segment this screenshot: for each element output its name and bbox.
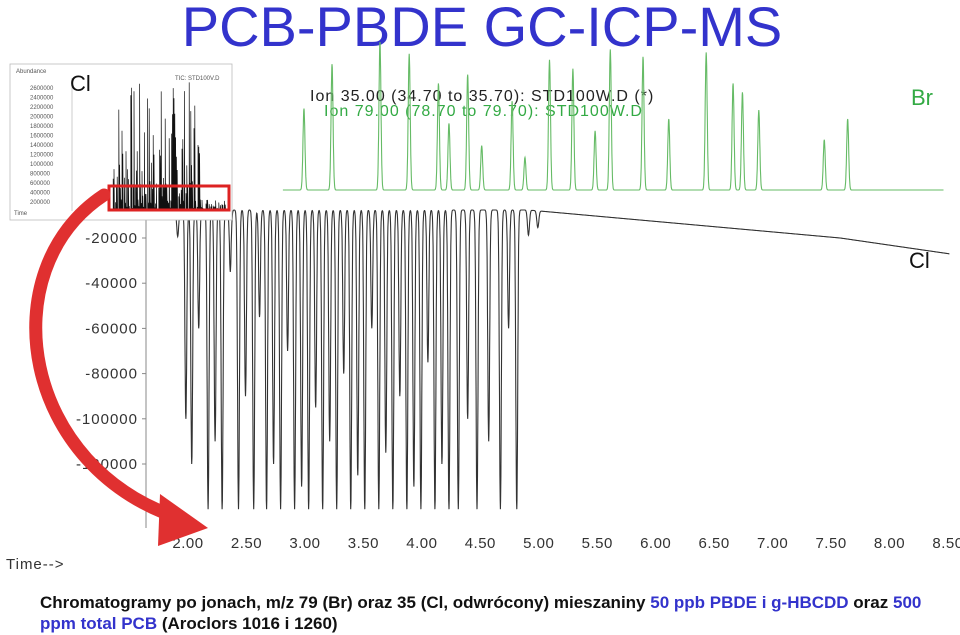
y-axis-ticks: -20000-40000-60000-80000-100000-120000 [76, 230, 146, 473]
caption-text-3: (Aroclors 1016 i 1260) [157, 614, 338, 633]
red-arrow-head [158, 494, 208, 546]
x-tick-label: 4.50 [465, 535, 496, 552]
x-tick-label: 6.50 [699, 535, 730, 552]
x-tick-label: 4.00 [406, 535, 437, 552]
inset-y-tick-label: 2200000 [30, 105, 54, 111]
br-trace-series [282, 41, 944, 191]
figure-caption: Chromatogramy po jonach, m/z 79 (Br) ora… [40, 592, 940, 634]
inset-tic-chart: Abundance TIC: STD100V.D 260000024000002… [9, 63, 233, 221]
y-tick-label: -60000 [85, 320, 138, 337]
x-tick-label: 8.00 [874, 535, 905, 552]
x-tick-label: 5.50 [582, 535, 613, 552]
inset-y-tick-label: 2400000 [30, 96, 54, 102]
caption-text-2: oraz [848, 593, 893, 612]
x-tick-label: 3.00 [289, 535, 320, 552]
x-axis-ticks: 2.00 2.50 3.00 3.50 4.00 4.50 5.00 5.50 6.00 6.50… [172, 535, 960, 552]
cl-label: Cl [909, 248, 930, 273]
y-tick-label: -80000 [85, 366, 138, 383]
caption-highlight-pbde: 50 ppb PBDE i g-HBCDD [650, 593, 849, 612]
x-axis-label: Time--> [6, 556, 65, 573]
inset-y-ticks: 2600000 2400000 2200000 2000000 1800000 16000… [30, 86, 54, 206]
inset-y-tick-label: 1600000 [30, 134, 54, 140]
inset-abundance-label: Abundance [16, 69, 47, 75]
inset-cl-label: Cl [70, 71, 91, 96]
red-arrow [29, 188, 192, 527]
ion-79-label: Ion 79.00 (78.70 to 79.70): STD100W.D [324, 103, 643, 120]
inset-y-tick-label: 1200000 [30, 153, 54, 159]
inset-y-tick-label: 1400000 [30, 143, 54, 149]
inset-y-tick-label: 200000 [30, 200, 51, 206]
inset-y-tick-label: 1000000 [30, 162, 54, 168]
x-tick-label: 7.00 [757, 535, 788, 552]
x-tick-label: 2.50 [231, 535, 262, 552]
x-tick-label: 8.50 [932, 535, 960, 552]
caption-highlight-pcb: 500 ppm total PCB [40, 593, 922, 633]
x-tick-label: 6.00 [640, 535, 671, 552]
br-label: Br [911, 85, 933, 110]
inset-tic-label: TIC: STD100V.D [175, 76, 220, 82]
cl-trace-series [160, 209, 950, 510]
inset-time-label: Time [14, 211, 28, 217]
y-tick-label: -20000 [85, 230, 138, 247]
x-tick-label: 2.00 [172, 535, 203, 552]
inset-y-tick-label: 2000000 [30, 115, 54, 121]
inset-y-tick-label: 400000 [30, 191, 51, 197]
inset-y-tick-label: 600000 [30, 181, 51, 187]
x-tick-label: 5.00 [523, 535, 554, 552]
y-tick-label: -40000 [85, 275, 138, 292]
y-tick-label: -100000 [76, 411, 138, 428]
chromatogram-chart: PCB-PBDE GC-ICP-MS -20000 -40000 -60000 -80… [6, 0, 960, 573]
inset-y-tick-label: 2600000 [30, 86, 54, 92]
x-tick-label: 3.50 [348, 535, 379, 552]
inset-y-tick-label: 800000 [30, 172, 51, 178]
ion-35-label: Ion 35.00 (34.70 to 35.70): STD100W.D (*… [310, 88, 654, 105]
page-title: PCB-PBDE GC-ICP-MS [182, 0, 783, 58]
caption-text-1: Chromatogramy po jonach, m/z 79 (Br) ora… [40, 593, 651, 612]
inset-y-tick-label: 1800000 [30, 124, 54, 130]
x-tick-label: 7.50 [815, 535, 846, 552]
